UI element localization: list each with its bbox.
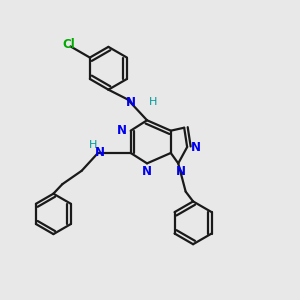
Text: N: N bbox=[94, 146, 104, 160]
Text: H: H bbox=[89, 140, 98, 150]
Text: N: N bbox=[126, 96, 136, 109]
Text: N: N bbox=[191, 140, 201, 154]
Text: N: N bbox=[176, 165, 186, 178]
Text: Cl: Cl bbox=[63, 38, 75, 50]
Text: N: N bbox=[142, 165, 152, 178]
Text: N: N bbox=[117, 124, 127, 137]
Text: H: H bbox=[149, 97, 157, 107]
